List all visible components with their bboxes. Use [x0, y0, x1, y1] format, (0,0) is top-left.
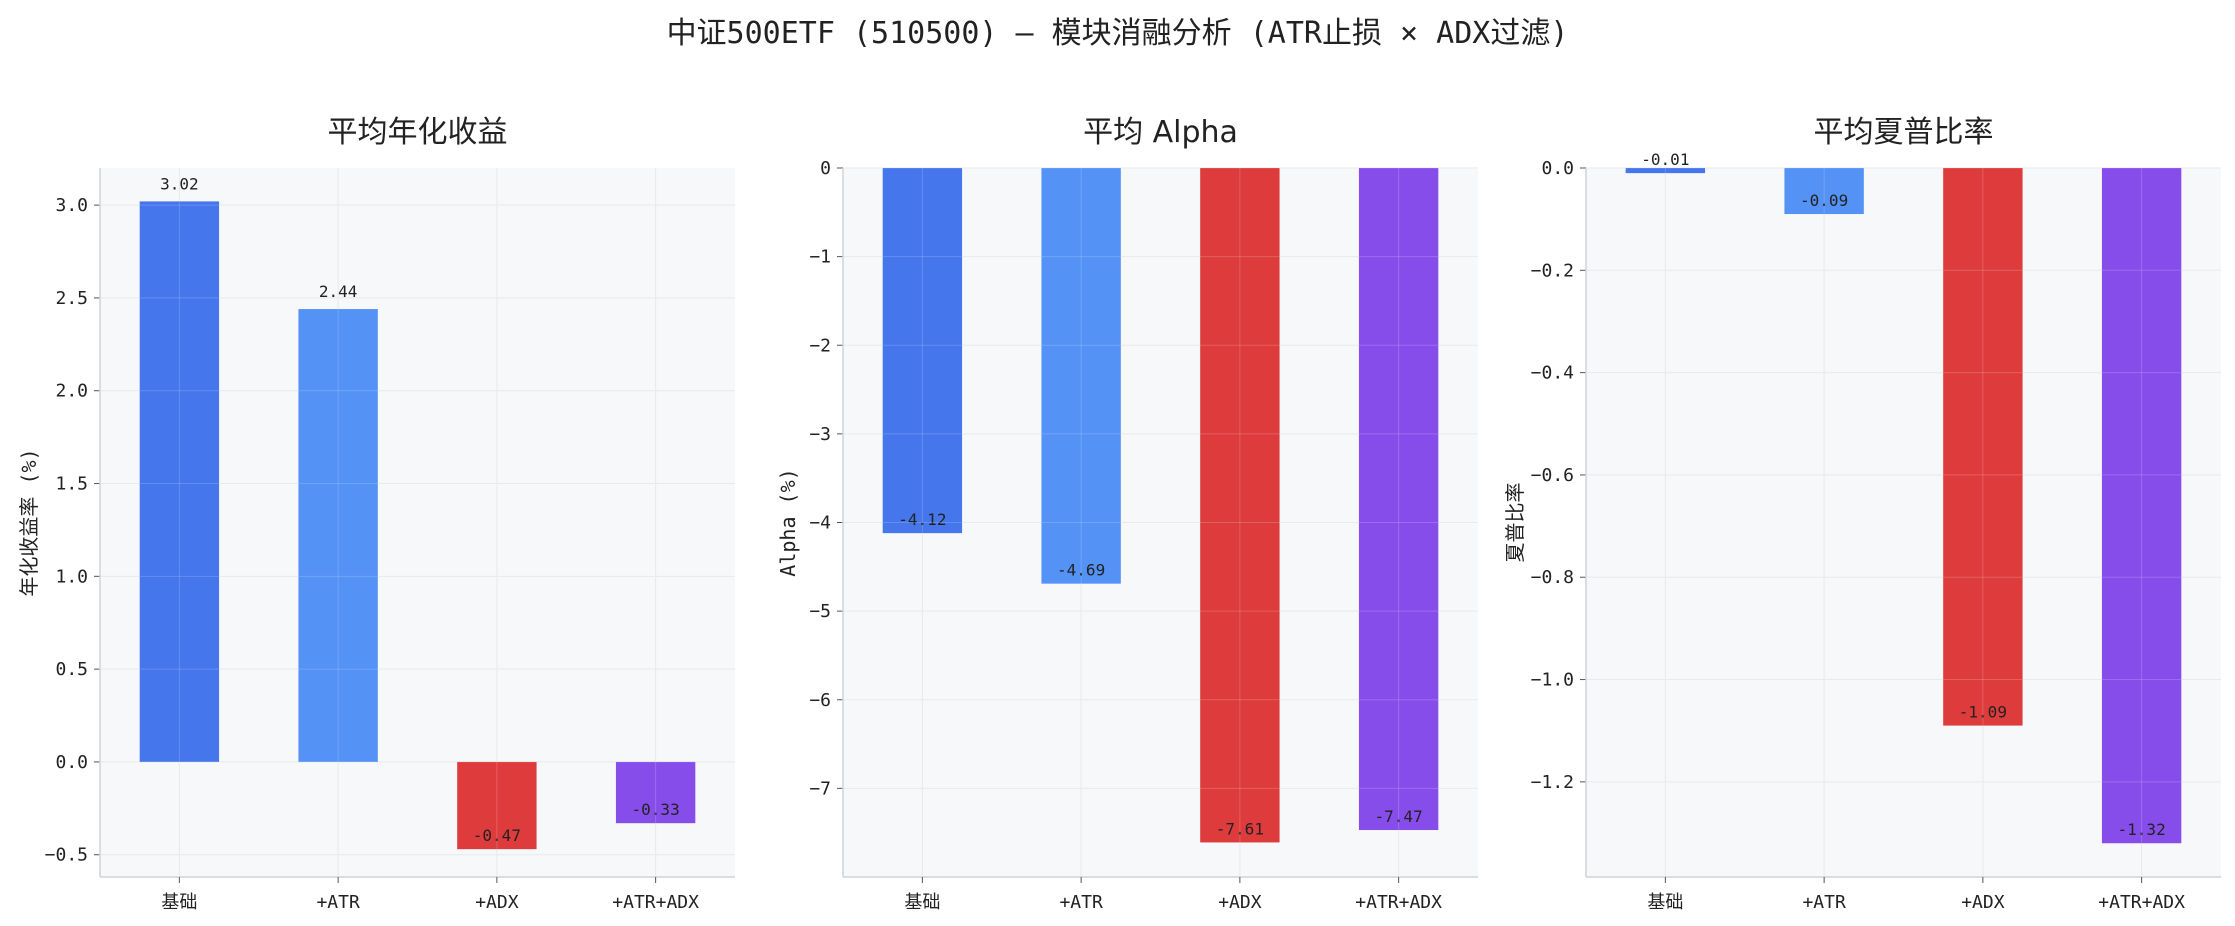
chart2-bar — [882, 168, 963, 534]
chart2-data-label: -4.69 — [1057, 561, 1105, 580]
chart3-data-label: -1.09 — [1959, 703, 2007, 722]
chart1-bar — [615, 761, 696, 824]
chart3-ylabel: 夏普比率 — [1503, 483, 1527, 563]
chart3-data-label: -0.09 — [1800, 191, 1848, 210]
chart3-xtick-label: +ATR — [1802, 892, 1846, 913]
chart1-bar — [298, 309, 378, 762]
chart1-ytick-label: −0.5 — [45, 845, 88, 866]
chart1-ytick-label: 2.0 — [55, 381, 88, 402]
chart2-xtick-label: 基础 — [904, 892, 940, 913]
chart2-xtick-label: +ATR — [1059, 892, 1103, 913]
chart1-xtick-label: +ATR+ADX — [612, 892, 699, 913]
chart3-bar — [1625, 168, 1706, 174]
chart1-ytick-label: 0.5 — [55, 659, 88, 680]
chart2-bar — [1041, 168, 1121, 584]
chart1-data-label: -0.33 — [632, 800, 680, 819]
chart1-ylabel: 年化收益率 (%) — [17, 448, 41, 596]
chart2-ytick-label: −5 — [809, 601, 831, 622]
chart2-xtick-label: +ATR+ADX — [1355, 892, 1442, 913]
chart2-data-label: -4.12 — [898, 510, 946, 529]
chart3-ytick-label: −0.8 — [1531, 567, 1574, 588]
chart3-bar — [2101, 168, 2182, 844]
chart2-ytick-label: −3 — [809, 424, 831, 445]
chart2-bar — [1358, 168, 1439, 831]
chart1-bar — [139, 201, 220, 762]
chart3-bar — [1784, 168, 1864, 215]
chart3-ytick-label: −1.2 — [1531, 772, 1574, 793]
chart1-data-label: -0.47 — [473, 826, 521, 845]
chart3-ytick-label: −0.2 — [1531, 260, 1574, 281]
chart2-ylabel: Alpha (%) — [776, 468, 800, 576]
chart2-bar — [1200, 168, 1280, 843]
chart2-ytick-label: −7 — [809, 778, 831, 799]
chart1-xtick-label: +ATR — [316, 892, 360, 913]
figure-suptitle: 中证500ETF (510500) — 模块消融分析 (ATR止损 × ADX过… — [666, 16, 1569, 51]
chart3-ytick-label: 0.0 — [1541, 158, 1574, 179]
chart2-ytick-label: −6 — [809, 690, 831, 711]
chart2-ytick-label: 0 — [820, 158, 831, 179]
chart2-ytick-label: −1 — [809, 247, 831, 268]
chart1-ytick-label: 1.5 — [55, 474, 88, 495]
chart3-ytick-label: −0.6 — [1531, 465, 1574, 486]
chart1-xtick-label: 基础 — [161, 892, 197, 913]
chart2-ytick-label: −4 — [809, 513, 831, 534]
chart2-data-label: -7.47 — [1375, 807, 1423, 826]
chart2-ytick-label: −2 — [809, 335, 831, 356]
chart3-data-label: -0.01 — [1641, 150, 1689, 169]
chart2-data-label: -7.61 — [1216, 819, 1264, 838]
chart3-bar — [1943, 168, 2023, 726]
chart1-ytick-label: 2.5 — [55, 288, 88, 309]
chart1-data-label: 3.02 — [160, 174, 199, 193]
chart1-xtick-label: +ADX — [475, 892, 519, 913]
chart3-data-label: -1.32 — [2118, 820, 2166, 839]
chart2-title: 平均 Alpha — [1083, 115, 1238, 150]
chart3-xtick-label: +ADX — [1961, 892, 2005, 913]
chart1-title: 平均年化收益 — [328, 115, 508, 150]
chart3-title: 平均夏普比率 — [1814, 115, 1994, 150]
chart3-ytick-label: −0.4 — [1531, 363, 1574, 384]
chart1-ytick-label: 3.0 — [55, 195, 88, 216]
chart1-data-label: 2.44 — [319, 282, 358, 301]
chart3-ytick-label: −1.0 — [1531, 670, 1574, 691]
chart1-ytick-label: 0.0 — [55, 752, 88, 773]
chart1-bar — [457, 761, 537, 850]
chart3-xtick-label: 基础 — [1647, 892, 1683, 913]
chart3-xtick-label: +ATR+ADX — [2098, 892, 2185, 913]
chart2-xtick-label: +ADX — [1218, 892, 1262, 913]
chart1-ytick-label: 1.0 — [55, 566, 88, 587]
